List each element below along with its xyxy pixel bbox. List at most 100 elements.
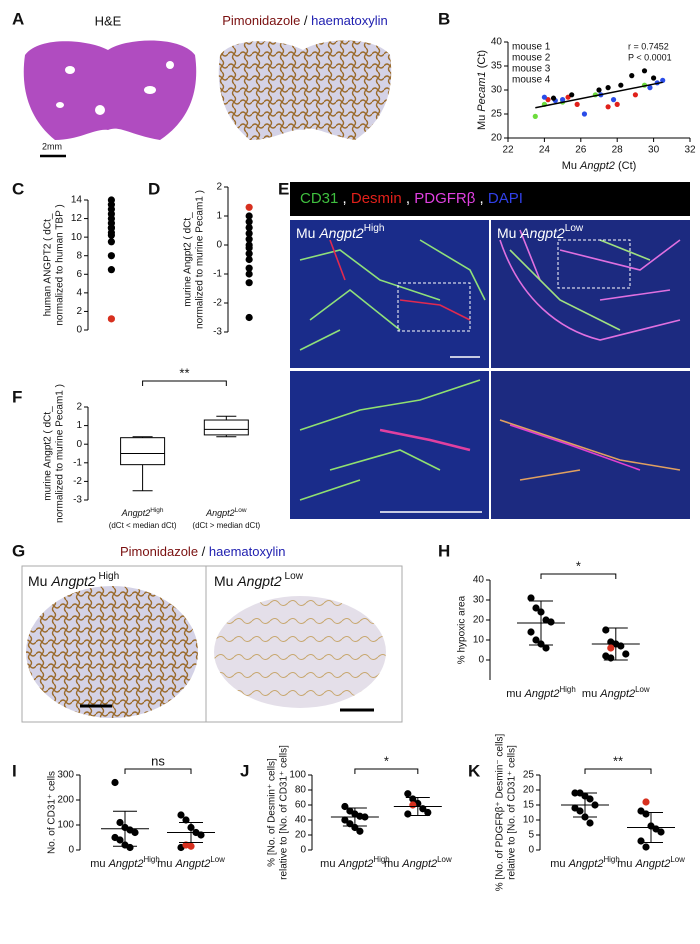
y-tick-label: 14 <box>71 195 83 206</box>
y-axis-label: % [No. of PDGFRβ⁺ Desmin⁻ cells] <box>495 734 506 892</box>
significance-label: ns <box>151 753 165 768</box>
y-tick-label: 0 <box>300 845 306 856</box>
label-part: Low <box>282 571 304 582</box>
point-highlight <box>245 203 253 211</box>
panel-label: C <box>12 179 24 198</box>
point <box>245 279 253 287</box>
label-part: Low <box>210 855 225 864</box>
category-label: mu Angpt2Low <box>617 855 685 870</box>
y-tick-label: 20 <box>523 785 535 796</box>
counterstain: haematoxylin <box>209 544 286 559</box>
significance-bracket <box>142 380 227 386</box>
image-title: Pimonidazole / haematoxylin <box>120 544 286 559</box>
label-part: Low <box>635 685 650 694</box>
point <box>404 790 412 798</box>
panel-label: H <box>438 541 450 560</box>
box <box>203 419 249 436</box>
label-part: Mu <box>214 573 237 589</box>
category-label: mu Angpt2High <box>90 855 159 870</box>
point <box>245 229 253 237</box>
image-title: H&E <box>95 13 122 28</box>
category-label: mu Angpt2Low <box>384 855 452 870</box>
point <box>647 85 653 91</box>
y-tick-label: 35 <box>491 61 503 72</box>
point <box>576 807 584 815</box>
point <box>116 836 124 844</box>
y-tick-label: 1 <box>76 420 82 431</box>
point <box>245 313 253 322</box>
error-bar <box>573 792 597 818</box>
label-part: Mu <box>476 112 488 130</box>
category-label: Angpt2High <box>121 507 164 518</box>
error-bar <box>113 810 137 847</box>
point <box>532 113 538 119</box>
category-note: (dCt > median dCt) <box>192 521 260 530</box>
point <box>657 828 665 836</box>
y-tick-label: 10 <box>71 232 83 243</box>
y-tick-label: 25 <box>491 109 503 120</box>
point <box>618 82 624 88</box>
point <box>641 68 648 74</box>
point <box>245 255 253 264</box>
label-part: Angpt2 <box>50 573 96 589</box>
y-tick-label: 20 <box>295 830 307 841</box>
legend-entry: mouse 4 <box>512 75 551 86</box>
y-tick-label: 40 <box>295 815 307 826</box>
y-axis-label: normalized to human TBP ) <box>55 204 66 325</box>
stain: Pimonidazole <box>222 13 300 28</box>
channel-name: DAPI <box>488 190 523 207</box>
y-tick-label: 100 <box>57 820 74 831</box>
label-part: Low <box>437 855 452 864</box>
y-axis-label: human ANGPT2 ( dCt_ <box>43 213 54 316</box>
label-part: High <box>150 507 164 514</box>
point <box>245 212 253 220</box>
y-axis-label: normalized to murine Pecam1 ) <box>195 190 206 329</box>
legend-entry: mouse 3 <box>512 64 551 75</box>
channel-name: Desmin <box>351 190 402 207</box>
point <box>126 843 134 852</box>
pimo-section <box>218 40 392 140</box>
point <box>550 95 557 101</box>
point <box>610 97 617 103</box>
annotation: r = 0.7452 <box>628 41 669 51</box>
significance-label: ** <box>179 365 189 380</box>
point <box>617 642 625 650</box>
counterstain: haematoxylin <box>311 13 388 28</box>
point <box>605 104 611 110</box>
label-part: mu <box>157 858 175 870</box>
label-part: Angpt2 <box>236 573 282 589</box>
significance-bracket <box>354 768 419 774</box>
scale-label: 2mm <box>42 141 62 151</box>
error-bar <box>179 822 203 843</box>
point <box>581 111 588 117</box>
label-part: (Ct) <box>615 160 636 172</box>
x-tick-label: 26 <box>575 145 587 156</box>
y-tick-label: -1 <box>213 269 222 280</box>
y-axis-label: % [No. of Desmin⁺ cells] <box>267 758 278 867</box>
channel-bar <box>290 182 690 216</box>
point <box>527 594 535 602</box>
he-section <box>23 40 197 140</box>
label-part: High <box>96 571 120 582</box>
error-bar <box>529 600 553 646</box>
label-part: Low <box>670 855 685 864</box>
label-part: (Ct) <box>476 50 488 71</box>
point <box>574 101 580 107</box>
significance-label: * <box>576 558 581 573</box>
category-label: mu Angpt2High <box>506 685 575 700</box>
point <box>245 235 253 243</box>
y-tick-label: 0 <box>68 845 74 856</box>
label-part: mu <box>617 858 635 870</box>
point <box>107 266 115 274</box>
image-label: Mu Angpt2 Low <box>214 571 304 589</box>
y-axis-label: normalized to murine Pecam1 ) <box>55 384 66 523</box>
label-part: Angpt2 <box>519 225 565 241</box>
label-part: mu <box>582 688 600 700</box>
x-tick-label: 30 <box>648 145 660 156</box>
annotation: P < 0.0001 <box>628 52 672 62</box>
panel-label: E <box>278 179 289 198</box>
separator: , <box>338 190 351 207</box>
image-title: Pimonidazole / haematoxylin <box>222 13 388 28</box>
y-tick-label: 10 <box>473 635 485 646</box>
label-part: High <box>559 685 575 694</box>
